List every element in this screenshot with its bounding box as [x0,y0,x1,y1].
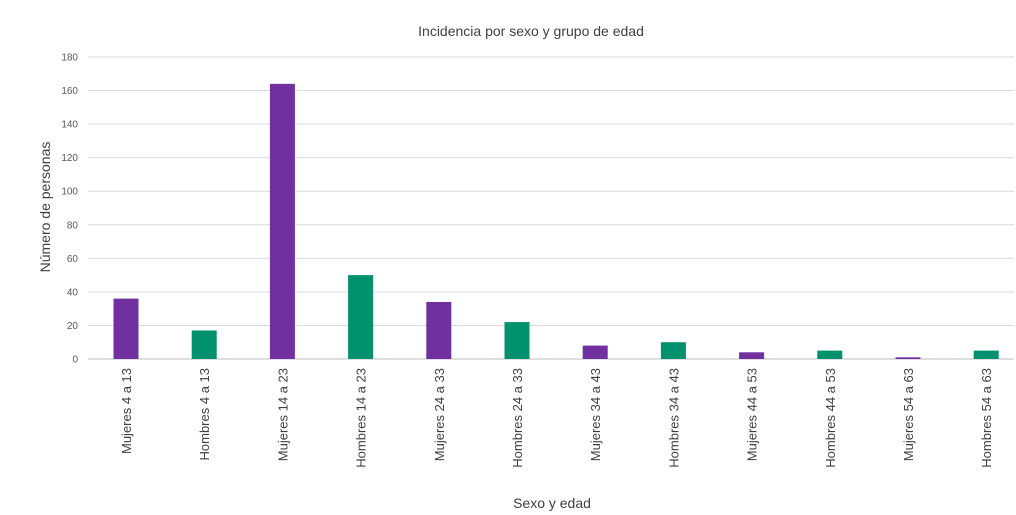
x-tick-label: Hombres 54 a 63 [979,368,994,468]
x-tick-label: Mujeres 14 a 23 [275,368,290,461]
y-tick-label: 60 [67,254,79,265]
gridlines [88,56,1014,360]
y-tick-label: 120 [61,153,78,164]
bars [113,83,999,359]
y-tick-label: 0 [72,355,78,366]
bar-mujeres-34-a-43 [582,345,608,359]
y-tick-label: 160 [61,86,78,97]
bar-hombres-4-a-13 [191,330,217,359]
x-tick-label: Mujeres 54 a 63 [901,368,916,461]
x-tick-label: Hombres 34 a 43 [666,368,681,468]
y-tick-label: 20 [67,321,79,332]
bar-hombres-54-a-63 [973,350,999,359]
chart-title: Incidencia por sexo y grupo de edad [418,23,644,39]
x-tick-label: Hombres 14 a 23 [354,368,369,468]
bar-hombres-44-a-53 [817,350,843,359]
y-axis-tick-labels: 0 20 40 60 80 100 120 140 160 180 [61,53,78,366]
x-axis-tick-labels: Mujeres 4 a 13 Hombres 4 a 13 Mujeres 14 a… [119,368,994,468]
bar-mujeres-24-a-33 [426,301,452,359]
x-axis-title: Sexo y edad [513,495,591,511]
y-tick-label: 180 [61,53,78,64]
x-tick-label: Mujeres 24 a 33 [432,368,447,461]
x-tick-label: Mujeres 4 a 13 [119,368,134,454]
x-tick-label: Mujeres 34 a 43 [588,368,603,461]
y-tick-label: 80 [67,220,79,231]
bar-hombres-24-a-33 [504,322,530,359]
y-tick-label: 100 [61,187,78,198]
y-axis-title: Número de personas [37,142,53,273]
bar-mujeres-4-a-13 [113,298,139,359]
bar-hombres-34-a-43 [660,342,686,359]
x-tick-label: Hombres 24 a 33 [510,368,525,468]
bar-mujeres-14-a-23 [269,83,295,359]
x-tick-label: Hombres 44 a 53 [823,368,838,468]
x-tick-label: Mujeres 44 a 53 [745,368,760,461]
y-tick-label: 40 [67,287,79,298]
x-tick-label: Hombres 4 a 13 [197,368,212,461]
bar-hombres-14-a-23 [348,275,374,359]
bar-mujeres-54-a-63 [895,357,921,359]
bar-mujeres-44-a-53 [739,352,765,359]
y-tick-label: 140 [61,120,78,131]
